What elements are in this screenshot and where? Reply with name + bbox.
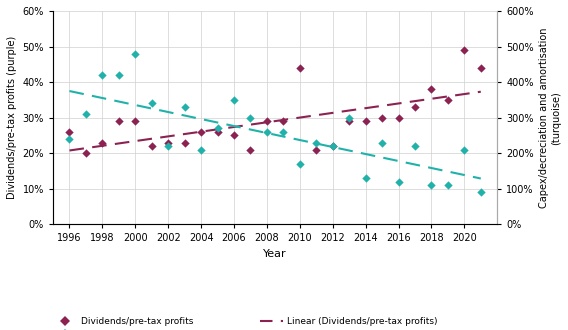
Point (295, 65, 304, 71)
Point (98, 140, 107, 145)
Point (444, 182, 453, 188)
Point (312, 140, 321, 145)
Point (328, 144, 337, 149)
Point (147, 144, 156, 149)
Point (411, 104, 420, 110)
Point (460, 48, 469, 53)
Point (98, 72, 107, 78)
X-axis label: Year: Year (264, 249, 287, 259)
Point (246, 147, 255, 152)
Point (114, 118, 123, 124)
Point (262, 118, 272, 124)
Point (147, 101, 156, 106)
Point (180, 140, 189, 145)
Point (345, 115, 354, 120)
Point (279, 129, 288, 135)
Point (213, 129, 222, 135)
Point (394, 115, 403, 120)
Point (65, 129, 74, 135)
Point (476, 190, 485, 195)
Point (213, 126, 222, 131)
Point (361, 176, 370, 181)
Point (262, 129, 272, 135)
Point (114, 72, 123, 78)
Point (295, 161, 304, 167)
Point (131, 51, 140, 56)
Point (65, 136, 74, 142)
Point (279, 118, 288, 124)
Point (229, 133, 239, 138)
Point (229, 97, 239, 103)
Legend: Dividends/pre-tax profits, Capex/depreciation and amortisation, Linear (Dividend: Dividends/pre-tax profits, Capex/depreci… (54, 317, 496, 330)
Point (197, 147, 206, 152)
Point (81, 112, 90, 117)
Point (361, 118, 370, 124)
Point (427, 182, 436, 188)
Point (411, 144, 420, 149)
Y-axis label: Capex/decreciation and amortisation
(turquoise): Capex/decreciation and amortisation (tur… (540, 27, 561, 208)
Point (81, 150, 90, 156)
Point (197, 129, 206, 135)
Point (345, 118, 354, 124)
Point (476, 65, 485, 71)
Point (131, 118, 140, 124)
Point (180, 104, 189, 110)
Point (427, 86, 436, 92)
Point (460, 147, 469, 152)
Point (444, 97, 453, 103)
Point (328, 144, 337, 149)
Point (164, 144, 173, 149)
Point (312, 147, 321, 152)
Point (246, 115, 255, 120)
Point (394, 179, 403, 184)
Y-axis label: Dividends/pre-tax profits (purple): Dividends/pre-tax profits (purple) (7, 36, 17, 199)
Point (164, 140, 173, 145)
Point (378, 115, 387, 120)
Point (378, 140, 387, 145)
